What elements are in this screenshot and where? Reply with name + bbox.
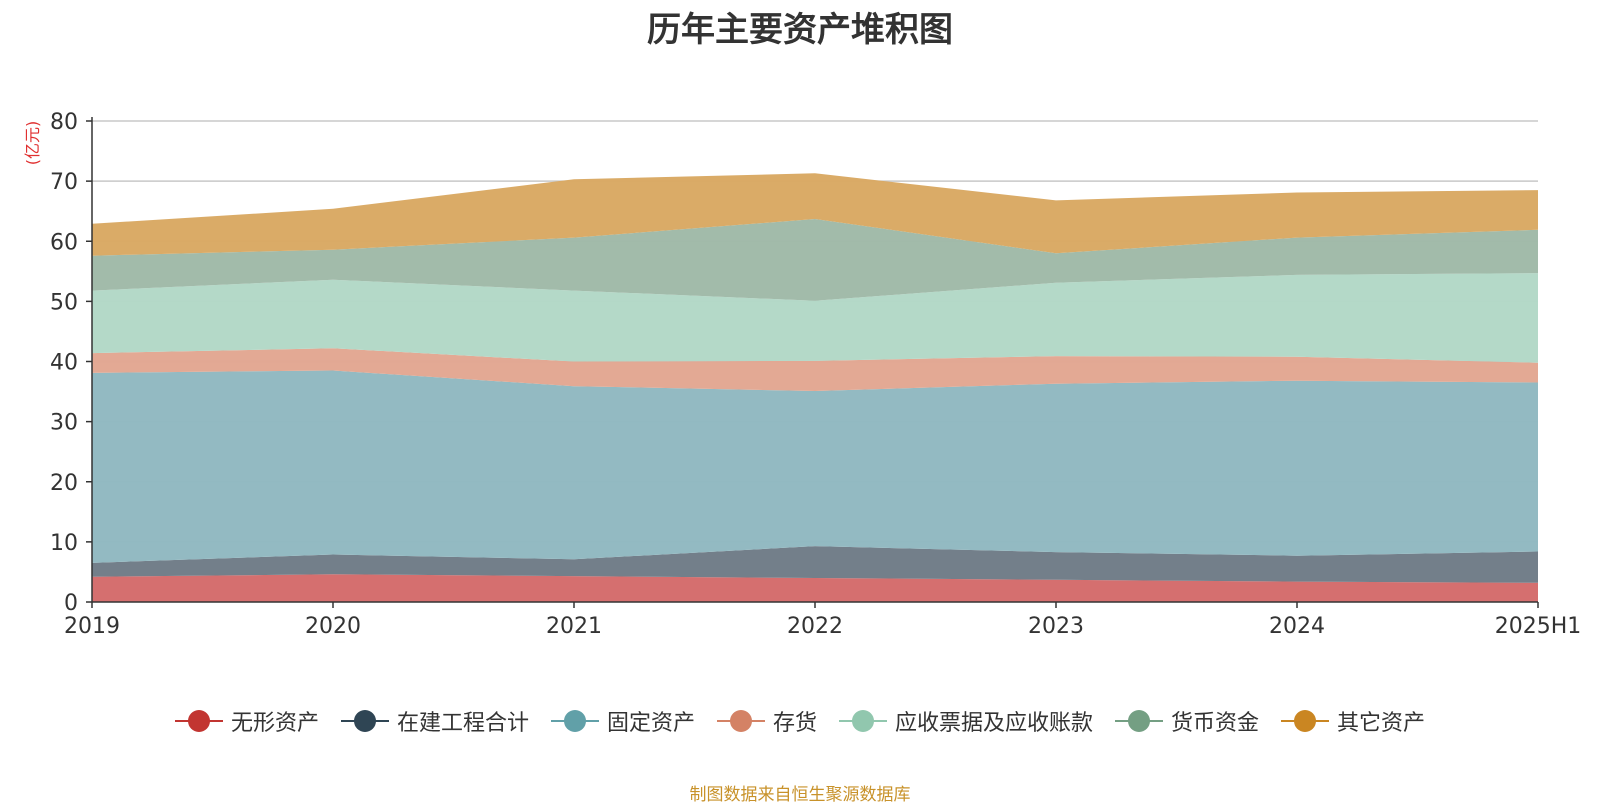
series-area	[92, 574, 1538, 602]
y-axis-unit-label: (亿元)	[23, 121, 42, 166]
legend-item[interactable]: 固定资产	[550, 705, 695, 737]
legend-item[interactable]: 存货	[716, 705, 817, 737]
legend-label: 应收票据及应收账款	[895, 711, 1094, 736]
legend-marker-icon	[839, 709, 887, 733]
y-tick-label: 60	[50, 230, 78, 255]
legend-label: 固定资产	[606, 711, 695, 736]
legend-label: 其它资产	[1337, 711, 1426, 736]
y-tick-label: 50	[50, 290, 78, 315]
x-tick-label: 2019	[64, 614, 120, 639]
x-tick-label: 2021	[546, 614, 602, 639]
chart-title: 历年主要资产堆积图	[647, 10, 953, 50]
x-tick-label: 2022	[787, 614, 843, 639]
y-tick-label: 70	[50, 170, 78, 195]
series-area	[92, 348, 1538, 391]
legend-item[interactable]: 在建工程合计	[340, 705, 529, 737]
x-tick-label: 2020	[305, 614, 361, 639]
legend-label: 无形资产	[230, 711, 319, 736]
legend-marker-icon	[174, 709, 223, 733]
legend-item[interactable]: 应收票据及应收账款	[839, 705, 1093, 737]
series-area	[92, 173, 1538, 256]
y-tick-label: 30	[50, 411, 78, 436]
y-tick-label: 10	[50, 531, 78, 556]
legend-marker-icon	[340, 709, 389, 733]
series-area	[92, 546, 1538, 583]
series-area	[92, 219, 1538, 301]
legend-item[interactable]: 货币资金	[1115, 705, 1259, 737]
legend-marker-icon	[716, 709, 765, 733]
legend-marker-icon	[1281, 709, 1330, 733]
legend-label: 存货	[772, 711, 817, 736]
x-tick-label: 2023	[1028, 614, 1084, 639]
legend-marker-icon	[1115, 709, 1164, 733]
series-area	[92, 273, 1538, 363]
source-note: 制图数据来自恒生聚源数据库	[689, 785, 911, 805]
x-tick-label: 2025H1	[1495, 614, 1582, 639]
legend-marker-icon	[550, 709, 599, 733]
y-tick-label: 20	[50, 471, 78, 496]
legend-item[interactable]: 无形资产	[174, 705, 319, 737]
y-tick-label: 80	[50, 110, 78, 135]
series-area	[92, 370, 1538, 563]
area-series	[92, 173, 1538, 602]
legend: 无形资产 在建工程合计 固定资产 存货 应收票据及应收账款 货币资金 其它资产	[0, 705, 1600, 737]
legend-item[interactable]: 其它资产	[1281, 705, 1425, 737]
axes: 0 10 20 30 40 50 60 70 80 2019 2020 2021 2022 2023 202…	[50, 110, 1581, 639]
y-tick-label: 0	[64, 591, 78, 616]
y-tick-label: 40	[50, 351, 78, 376]
legend-label: 货币资金	[1171, 711, 1260, 736]
legend-label: 在建工程合计	[396, 711, 529, 736]
x-tick-label: 2024	[1269, 614, 1325, 639]
